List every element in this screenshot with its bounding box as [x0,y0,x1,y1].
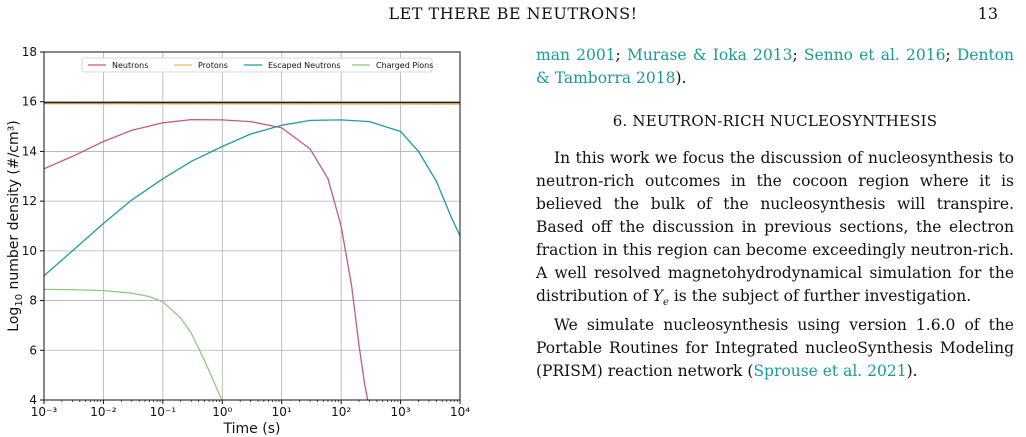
legend-label: Neutrons [112,61,148,70]
paragraph-text: We simulate nucleosynthesis using versio… [536,316,1014,381]
y-tick-label: 4 [29,393,37,407]
x-tick-label: 10⁴ [450,405,470,419]
chart-legend: Neutrons Protons Escaped Neutrons Charged P… [81,57,433,73]
running-head: LET THERE BE NEUTRONS! [388,4,638,23]
x-tick-label: 10² [331,405,351,419]
x-tick-label: 10⁻² [90,405,117,419]
y-tick-label: 18 [22,45,37,59]
citation-separator: ; [792,46,804,64]
y-tick-label: 14 [22,144,37,158]
electron-fraction-symbol: Ye [652,287,669,309]
page-number: 13 [977,4,998,23]
legend-label: Protons [198,61,228,70]
citation-separator: ). [675,69,687,87]
paragraph-text: is the subject of further investigation. [668,287,972,305]
plot-frame [43,51,461,401]
y-tick-label: 8 [29,294,37,308]
citation-continuation: man 2001; Murase & Ioka 2013; Senno et a… [536,44,1014,90]
citation-link[interactable]: Senno et al. 2016 [803,46,946,64]
x-tick-label: 10⁻¹ [150,405,177,419]
paragraph-prism-network: We simulate nucleosynthesis using versio… [536,314,1014,383]
y-tick-label: 16 [22,95,37,109]
series-line-neutrons [43,118,369,401]
x-tick-label: 10³ [391,405,411,419]
series-line-protons [43,103,461,105]
citation-separator: ; [945,46,957,64]
y-tick-label: 6 [29,343,37,357]
legend-label: Escaped Neutrons [268,61,341,70]
y-axis-label: Log10 number density (#/cm³) [6,120,25,331]
citation-separator: ; [615,46,627,64]
y-tick-label: 10 [22,244,37,258]
citation-link[interactable]: Denton & Tamborra 2018 [536,46,1014,87]
chart-ticks: 10⁻³ 10⁻² 10⁻¹ 10⁰ 10¹ 10² 10³ 10⁴ 4 6 8 10 12 14 16 18 [22,45,470,419]
x-tick-label: 10⁻³ [31,405,58,419]
citation-link[interactable]: Sprouse et al. 2021 [753,362,907,381]
x-tick-label: 10⁰ [212,405,232,419]
paragraph-nucleosynthesis-focus: In this work we focus the discussion of … [536,147,1014,314]
body-text-column: man 2001; Murase & Ioka 2013; Senno et a… [536,44,1014,383]
series-line-charged-pions [43,288,223,401]
citation-link[interactable]: man 2001 [536,46,616,64]
x-axis-label: Time (s) [223,421,281,437]
y-tick-label: 12 [22,194,37,208]
chart-series [43,101,461,401]
paragraph-text: In this work we focus the discussion of … [536,149,1014,305]
x-tick-label: 10¹ [272,405,292,419]
citation-link[interactable]: Murase & Ioka 2013 [626,46,793,64]
section-heading: 6. NEUTRON-RICH NUCLEOSYNTHESIS [612,112,938,130]
paragraph-end: ). [906,362,918,381]
legend-label: Charged Pions [376,61,433,70]
series-line-escaped-neutrons [43,119,461,277]
neutron-density-chart: 10⁻³ 10⁻² 10⁻¹ 10⁰ 10¹ 10² 10³ 10⁴ 4 6 8 10 12 14 16 18… [6,45,470,437]
